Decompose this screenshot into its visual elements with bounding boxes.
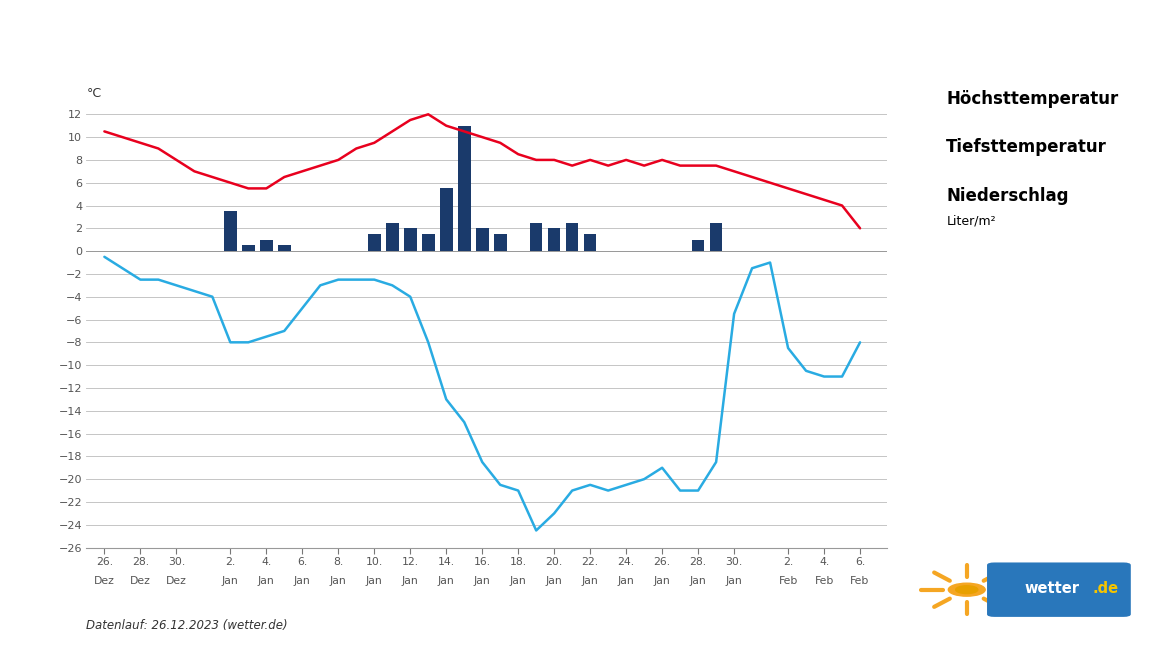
Bar <box>260 240 273 251</box>
Text: 24.: 24. <box>617 557 635 567</box>
Text: .de: .de <box>1092 581 1119 596</box>
Text: Datenlauf: 26.12.2023 (wetter.de): Datenlauf: 26.12.2023 (wetter.de) <box>86 619 288 632</box>
Text: 20.: 20. <box>546 557 563 567</box>
Text: 4.: 4. <box>819 557 829 567</box>
Bar <box>440 189 453 251</box>
Text: Dez: Dez <box>130 576 151 586</box>
Text: Höchsttemperatur: Höchsttemperatur <box>946 90 1119 108</box>
Text: Garmisch - 42 Tage Wettertrend: Garmisch - 42 Tage Wettertrend <box>35 27 510 52</box>
Bar <box>494 234 507 251</box>
Text: wetter: wetter <box>1024 581 1079 596</box>
Text: Jan: Jan <box>294 576 311 586</box>
Bar <box>548 228 561 251</box>
Text: 12.: 12. <box>402 557 419 567</box>
Text: Feb: Feb <box>779 576 798 586</box>
Text: Jan: Jan <box>438 576 455 586</box>
Text: 30.: 30. <box>168 557 185 567</box>
Bar <box>404 228 417 251</box>
Text: 8.: 8. <box>333 557 343 567</box>
Text: Feb: Feb <box>814 576 834 586</box>
Text: 6.: 6. <box>855 557 865 567</box>
Text: Feb: Feb <box>850 576 870 586</box>
Circle shape <box>956 586 978 594</box>
Text: 14.: 14. <box>438 557 455 567</box>
Bar <box>367 234 380 251</box>
Bar <box>584 234 597 251</box>
Text: Jan: Jan <box>329 576 347 586</box>
Text: 28.: 28. <box>131 557 149 567</box>
Bar <box>223 211 236 251</box>
Text: 28.: 28. <box>690 557 706 567</box>
Bar <box>692 240 704 251</box>
Text: Jan: Jan <box>690 576 706 586</box>
Text: Liter/m²: Liter/m² <box>946 214 995 227</box>
Bar <box>386 223 399 251</box>
Text: 4.: 4. <box>262 557 272 567</box>
Text: 22.: 22. <box>582 557 599 567</box>
Bar <box>566 223 578 251</box>
Text: Jan: Jan <box>546 576 562 586</box>
Text: °C: °C <box>86 87 101 100</box>
Text: Jan: Jan <box>402 576 418 586</box>
Text: Jan: Jan <box>222 576 238 586</box>
Text: Niederschlag: Niederschlag <box>946 187 1069 205</box>
Text: Jan: Jan <box>473 576 491 586</box>
Text: Dez: Dez <box>166 576 187 586</box>
Bar <box>278 246 290 251</box>
Bar <box>530 223 543 251</box>
Text: Jan: Jan <box>726 576 743 586</box>
Text: Jan: Jan <box>654 576 670 586</box>
Text: 10.: 10. <box>365 557 382 567</box>
Text: 2.: 2. <box>783 557 794 567</box>
Text: 18.: 18. <box>509 557 526 567</box>
FancyBboxPatch shape <box>987 562 1131 617</box>
Text: Jan: Jan <box>582 576 599 586</box>
Text: 16.: 16. <box>473 557 491 567</box>
Text: 26.: 26. <box>653 557 670 567</box>
Text: Jan: Jan <box>366 576 382 586</box>
Text: 2.: 2. <box>225 557 235 567</box>
Text: Tiefsttemperatur: Tiefsttemperatur <box>946 139 1107 156</box>
Text: Dez: Dez <box>94 576 115 586</box>
Bar <box>458 126 470 251</box>
Text: 6.: 6. <box>297 557 308 567</box>
Bar <box>422 234 434 251</box>
Circle shape <box>948 583 985 596</box>
Bar <box>242 246 255 251</box>
Bar <box>710 223 722 251</box>
Text: Jan: Jan <box>617 576 635 586</box>
Bar <box>476 228 488 251</box>
Text: Jan: Jan <box>258 576 274 586</box>
Text: 26.: 26. <box>96 557 113 567</box>
Text: Jan: Jan <box>510 576 526 586</box>
Text: 30.: 30. <box>726 557 743 567</box>
